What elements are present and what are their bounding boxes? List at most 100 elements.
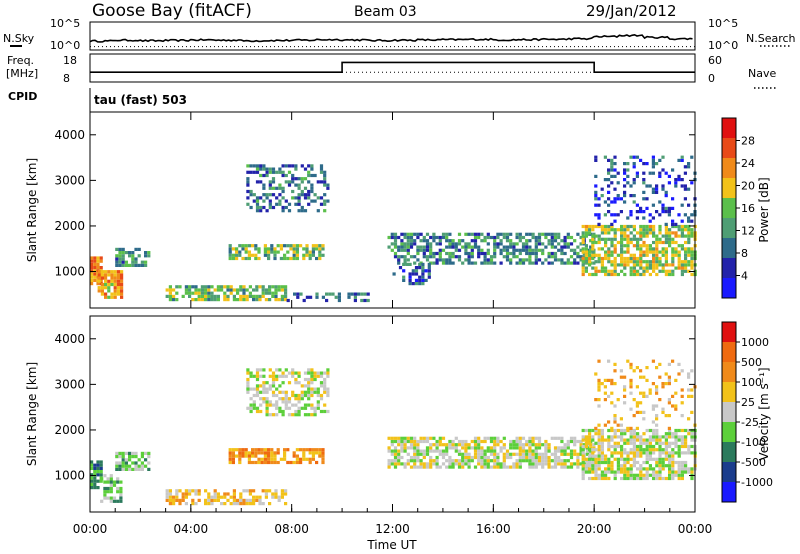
velocity-cell xyxy=(534,459,538,463)
velocity-cell xyxy=(642,432,646,436)
velocity-cell xyxy=(639,444,643,449)
x-axis-label: Time UT xyxy=(366,538,417,552)
velocity-cell xyxy=(690,451,694,455)
velocity-cell xyxy=(165,492,169,496)
velocity-cell xyxy=(509,446,513,450)
power-cell xyxy=(311,247,315,251)
velocity-cell xyxy=(642,438,646,442)
velocity-cell xyxy=(307,381,311,385)
power-cell xyxy=(261,294,265,298)
power-cell xyxy=(652,256,656,261)
velocity-cell xyxy=(128,451,132,455)
velocity-cell xyxy=(284,374,288,378)
power-cell xyxy=(680,263,684,267)
velocity-y-axis-label: Slant Range [km] xyxy=(25,362,39,466)
velocity-cell xyxy=(680,401,684,405)
power-cell xyxy=(597,247,601,251)
velocity-cell xyxy=(175,495,179,499)
power-cell xyxy=(658,158,662,162)
velocity-cell xyxy=(275,368,279,372)
velocity-cell xyxy=(103,486,107,491)
power-cell xyxy=(134,260,138,264)
velocity-cell xyxy=(537,462,542,466)
velocity-cell xyxy=(668,441,672,445)
power-cell xyxy=(553,255,558,259)
velocity-cell xyxy=(581,448,585,452)
velocity-cell xyxy=(626,441,630,445)
power-cell xyxy=(607,171,611,175)
velocity-cell xyxy=(534,465,538,469)
velocity-cell xyxy=(664,441,668,445)
velocity-cell xyxy=(589,452,593,456)
velocity-cell xyxy=(573,439,577,444)
power-cell xyxy=(134,247,138,251)
power-cell xyxy=(645,228,649,232)
power-cell xyxy=(120,282,124,287)
velocity-cell xyxy=(308,457,312,461)
velocity-cell xyxy=(486,462,490,466)
power-cell xyxy=(528,232,532,236)
velocity-cell xyxy=(307,387,311,391)
power-cell xyxy=(270,247,274,251)
velocity-cell xyxy=(303,377,308,382)
velocity-cell xyxy=(310,390,314,394)
velocity-cell xyxy=(93,470,97,474)
power-cell xyxy=(387,235,391,240)
power-cell xyxy=(291,164,295,168)
power-cell xyxy=(93,272,97,276)
power-cell xyxy=(518,261,522,265)
velocity-cell xyxy=(671,394,675,398)
velocity-cell xyxy=(537,436,542,440)
velocity-cell xyxy=(251,460,255,465)
velocity-cell xyxy=(184,502,188,506)
velocity-cell xyxy=(278,406,282,410)
power-cell xyxy=(254,244,258,248)
power-colorbar-segment xyxy=(722,278,736,298)
power-cell xyxy=(246,189,250,194)
power-cell xyxy=(432,251,436,256)
power-cell xyxy=(295,253,299,257)
power-cell xyxy=(216,298,220,302)
velocity-cell xyxy=(307,384,311,388)
power-cell xyxy=(584,253,588,257)
power-cell xyxy=(684,260,688,264)
velocity-cell xyxy=(597,460,601,465)
noise-right-tick-bottom: 10^0 xyxy=(708,39,738,52)
power-cell xyxy=(553,239,558,243)
power-cell xyxy=(620,250,624,254)
velocity-cell xyxy=(147,455,151,459)
velocity-cell xyxy=(259,397,263,401)
velocity-cell xyxy=(680,388,684,392)
velocity-cell xyxy=(518,446,522,450)
power-cell xyxy=(261,285,265,289)
power-cell xyxy=(613,155,617,159)
power-cell xyxy=(249,189,253,194)
velocity-cell xyxy=(273,454,277,458)
power-cell xyxy=(258,294,262,298)
power-cell xyxy=(297,193,301,197)
velocity-cell xyxy=(321,457,325,461)
velocity-cell xyxy=(96,479,100,483)
velocity-cell xyxy=(604,457,608,461)
power-cell xyxy=(116,282,120,287)
power-cell xyxy=(557,232,561,236)
velocity-cell xyxy=(671,470,675,474)
power-cell xyxy=(403,255,407,259)
power-cell xyxy=(172,288,176,292)
power-cell xyxy=(268,205,272,210)
velocity-cell xyxy=(677,362,681,366)
power-cell xyxy=(594,272,598,277)
power-cell xyxy=(131,260,135,264)
velocity-cell xyxy=(591,460,595,465)
velocity-cell xyxy=(661,410,665,414)
velocity-cell xyxy=(597,388,601,392)
power-cell xyxy=(477,235,481,240)
power-cell xyxy=(421,272,425,276)
velocity-cell xyxy=(259,374,263,378)
velocity-cell xyxy=(390,443,394,447)
velocity-cell xyxy=(257,460,261,465)
power-cell xyxy=(262,199,266,203)
power-cell xyxy=(100,292,104,296)
power-cell xyxy=(648,171,652,175)
